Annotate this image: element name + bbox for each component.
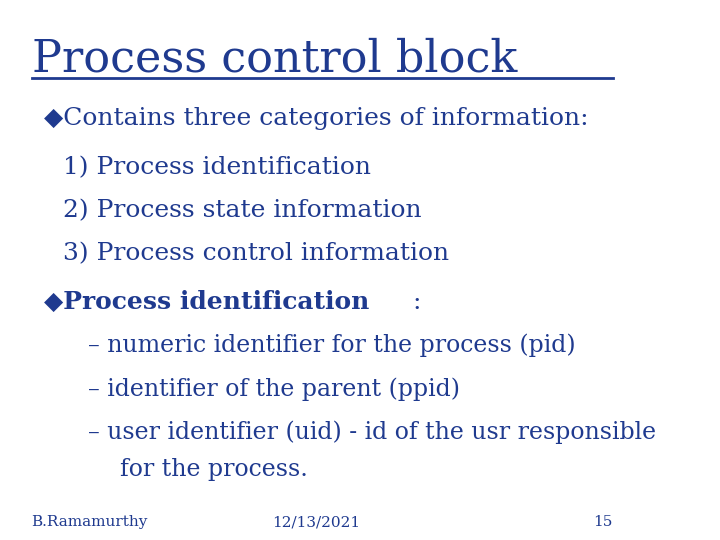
Text: 2) Process state information: 2) Process state information (63, 199, 422, 222)
Text: 1) Process identification: 1) Process identification (63, 156, 372, 179)
Text: – user identifier (uid) - id of the usr responsible: – user identifier (uid) - id of the usr … (89, 420, 657, 444)
Text: 15: 15 (593, 515, 613, 529)
Text: ◆Contains three categories of information:: ◆Contains three categories of informatio… (44, 107, 589, 130)
Text: ◆Process identification: ◆Process identification (44, 291, 369, 314)
Text: B.Ramamurthy: B.Ramamurthy (32, 515, 148, 529)
Text: 12/13/2021: 12/13/2021 (272, 515, 360, 529)
Text: for the process.: for the process. (120, 458, 308, 481)
Text: 3) Process control information: 3) Process control information (63, 242, 449, 265)
Text: – numeric identifier for the process (pid): – numeric identifier for the process (pi… (89, 334, 576, 357)
Text: Process control block: Process control block (32, 38, 517, 81)
Text: – identifier of the parent (ppid): – identifier of the parent (ppid) (89, 377, 461, 401)
Text: :: : (413, 291, 421, 314)
